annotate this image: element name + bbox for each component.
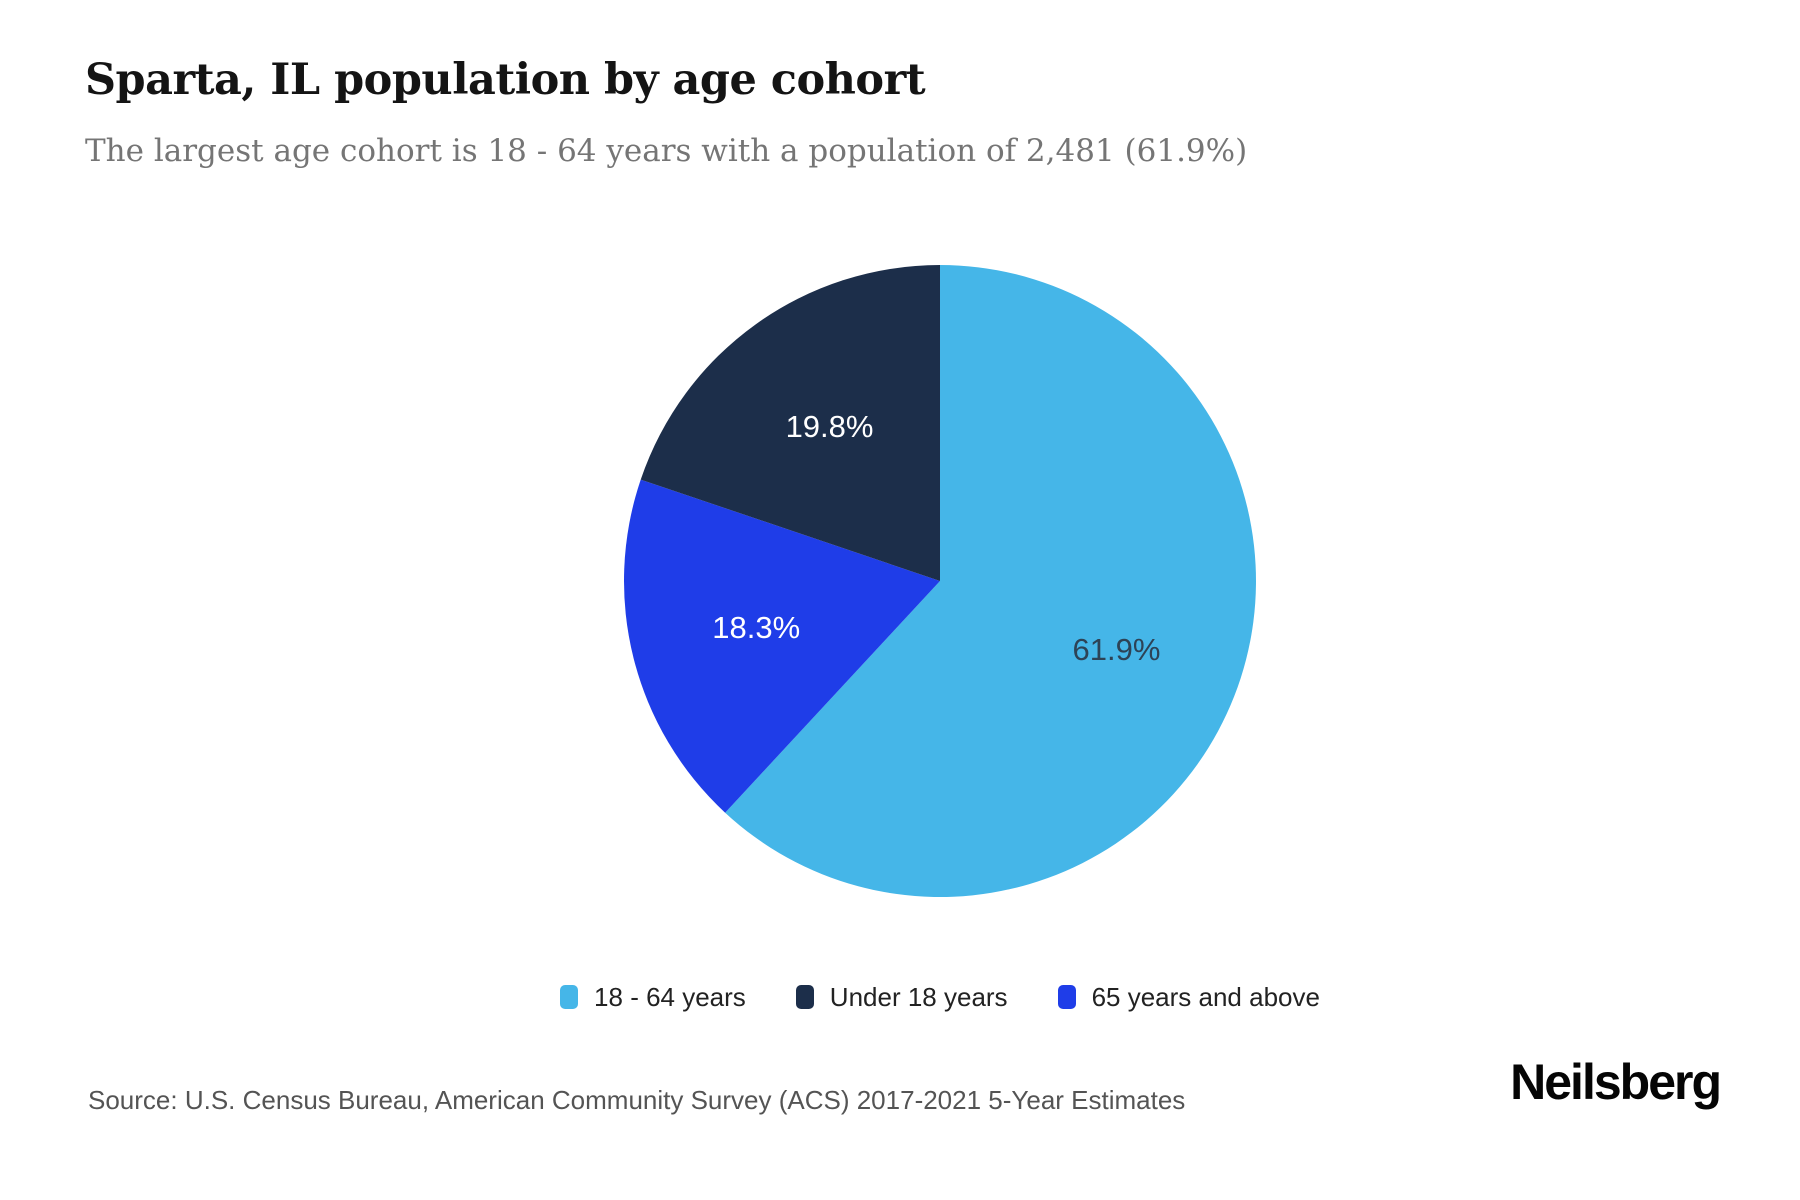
pie-slice-under-18-years[interactable] (640, 265, 940, 581)
legend-label: 18 - 64 years (594, 981, 746, 1012)
legend-marker-18-64-years (560, 985, 579, 1009)
legend-item-under-18-years[interactable]: Under 18 years (795, 981, 1008, 1013)
source-attribution: Source: U.S. Census Bureau, American Com… (88, 1085, 1186, 1115)
pie-slice-65-years-and-above[interactable] (624, 479, 940, 813)
legend-item-18-64-years[interactable]: 18 - 64 years (560, 982, 746, 1013)
pie-chart-area: 61.9% 18.3% 19.8% (610, 251, 1270, 911)
legend-item-65-years-and-above[interactable]: 65 years and above (1057, 981, 1320, 1013)
chart-title: Sparta, IL population by age cohort (85, 55, 926, 105)
legend-label: Under 18 years (829, 981, 1008, 1012)
chart-legend: 18 - 64 years Under 18 years 65 years and … (80, 975, 1800, 1019)
legend-marker-under-18-years (795, 985, 814, 1009)
legend-label: 65 years and above (1091, 981, 1320, 1012)
neilsberg-logo: Neilsberg (1510, 1054, 1722, 1110)
legend-marker-65-years-and-above (1057, 985, 1076, 1009)
pie-slice-18-64-years[interactable] (725, 265, 1256, 897)
pie-chart (624, 265, 1256, 897)
chart-subtitle: The largest age cohort is 18 - 64 years … (85, 133, 1248, 169)
